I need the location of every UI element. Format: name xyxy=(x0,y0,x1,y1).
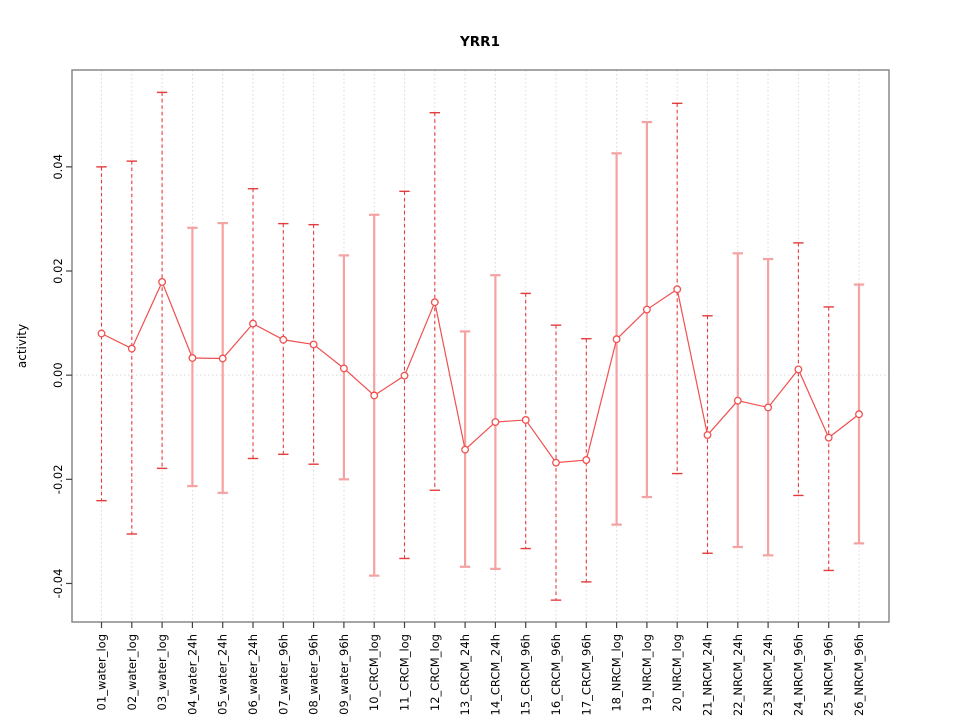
data-point-marker xyxy=(430,298,439,307)
data-point-marker xyxy=(158,277,167,286)
data-point-marker xyxy=(673,285,682,294)
x-tick-label: 03_water_log xyxy=(155,634,169,710)
data-point-marker xyxy=(339,364,348,373)
x-tick-label: 01_water_log xyxy=(95,634,109,710)
x-tick-label: 06_water_24h xyxy=(246,634,260,715)
series-line xyxy=(101,280,860,464)
data-point-marker xyxy=(582,456,591,464)
x-tick-label: 17_CRCM_96h xyxy=(579,634,593,715)
data-point-marker xyxy=(552,458,560,467)
data-point-marker xyxy=(612,335,621,344)
x-tick-label: 07_water_96h xyxy=(276,634,290,715)
y-tick-label: 0.00 xyxy=(51,362,65,388)
data-point-marker xyxy=(461,445,470,454)
data-point-marker xyxy=(249,319,257,328)
x-tick-label: 25_NRCM_96h xyxy=(822,634,836,716)
x-tick-label: 22_NRCM_24h xyxy=(731,634,745,716)
data-point-marker xyxy=(733,396,742,405)
plot-frame xyxy=(71,69,890,623)
data-point-marker xyxy=(97,329,106,338)
x-tick-label: 18_NRCM_log xyxy=(610,634,624,712)
y-tick-label: 0.02 xyxy=(51,258,65,284)
data-point-marker xyxy=(824,433,833,442)
data-point-marker xyxy=(855,410,863,419)
x-tick-label: 21_NRCM_24h xyxy=(701,634,715,716)
x-tick-label: 13_CRCM_24h xyxy=(458,634,472,715)
x-tick-label: 23_NRCM_24h xyxy=(761,634,775,716)
data-point-marker xyxy=(127,344,136,353)
x-tick-label: 02_water_log xyxy=(125,634,139,710)
data-point-marker xyxy=(188,354,197,362)
x-tick-label: 14_CRCM_24h xyxy=(488,634,502,715)
data-point-marker xyxy=(279,335,288,344)
data-point-marker xyxy=(703,431,712,439)
x-tick-label: 24_NRCM_96h xyxy=(791,634,805,716)
plot-area: 01_water_log 02_water_log 03_water_log 04_w… xyxy=(51,69,890,716)
chart-title: YRR1 xyxy=(459,34,500,50)
y-tick-label: -0.02 xyxy=(51,464,65,494)
x-tick-label: 09_water_96h xyxy=(337,634,351,715)
data-point-marker xyxy=(794,365,803,374)
y-axis-label: activity xyxy=(15,324,29,368)
x-tick-label: 19_NRCM_log xyxy=(640,634,654,712)
x-tick-label: 26_NRCM_96h xyxy=(852,634,866,716)
x-tick-label: 10_CRCM_log xyxy=(367,634,381,711)
x-tick-label: 11_CRCM_log xyxy=(398,634,412,711)
data-point-marker xyxy=(400,371,409,380)
y-tick-label: 0.04 xyxy=(51,154,65,180)
data-point-marker xyxy=(218,354,227,363)
data-point-marker xyxy=(764,403,773,412)
data-point-marker xyxy=(642,305,651,314)
x-tick-label: 04_water_24h xyxy=(185,634,199,715)
data-point-marker xyxy=(370,391,379,400)
y-tick-label: -0.04 xyxy=(51,569,65,599)
x-tick-label: 15_CRCM_96h xyxy=(519,634,533,715)
x-tick-label: 05_water_24h xyxy=(216,634,230,715)
data-point-marker xyxy=(491,418,500,426)
x-tick-label: 20_NRCM_log xyxy=(670,634,684,712)
data-point-marker xyxy=(309,340,318,349)
x-tick-label: 08_water_96h xyxy=(307,634,321,715)
x-tick-label: 12_CRCM_log xyxy=(428,634,442,711)
data-point-marker xyxy=(521,415,530,424)
x-tick-label: 16_CRCM_96h xyxy=(549,634,563,715)
